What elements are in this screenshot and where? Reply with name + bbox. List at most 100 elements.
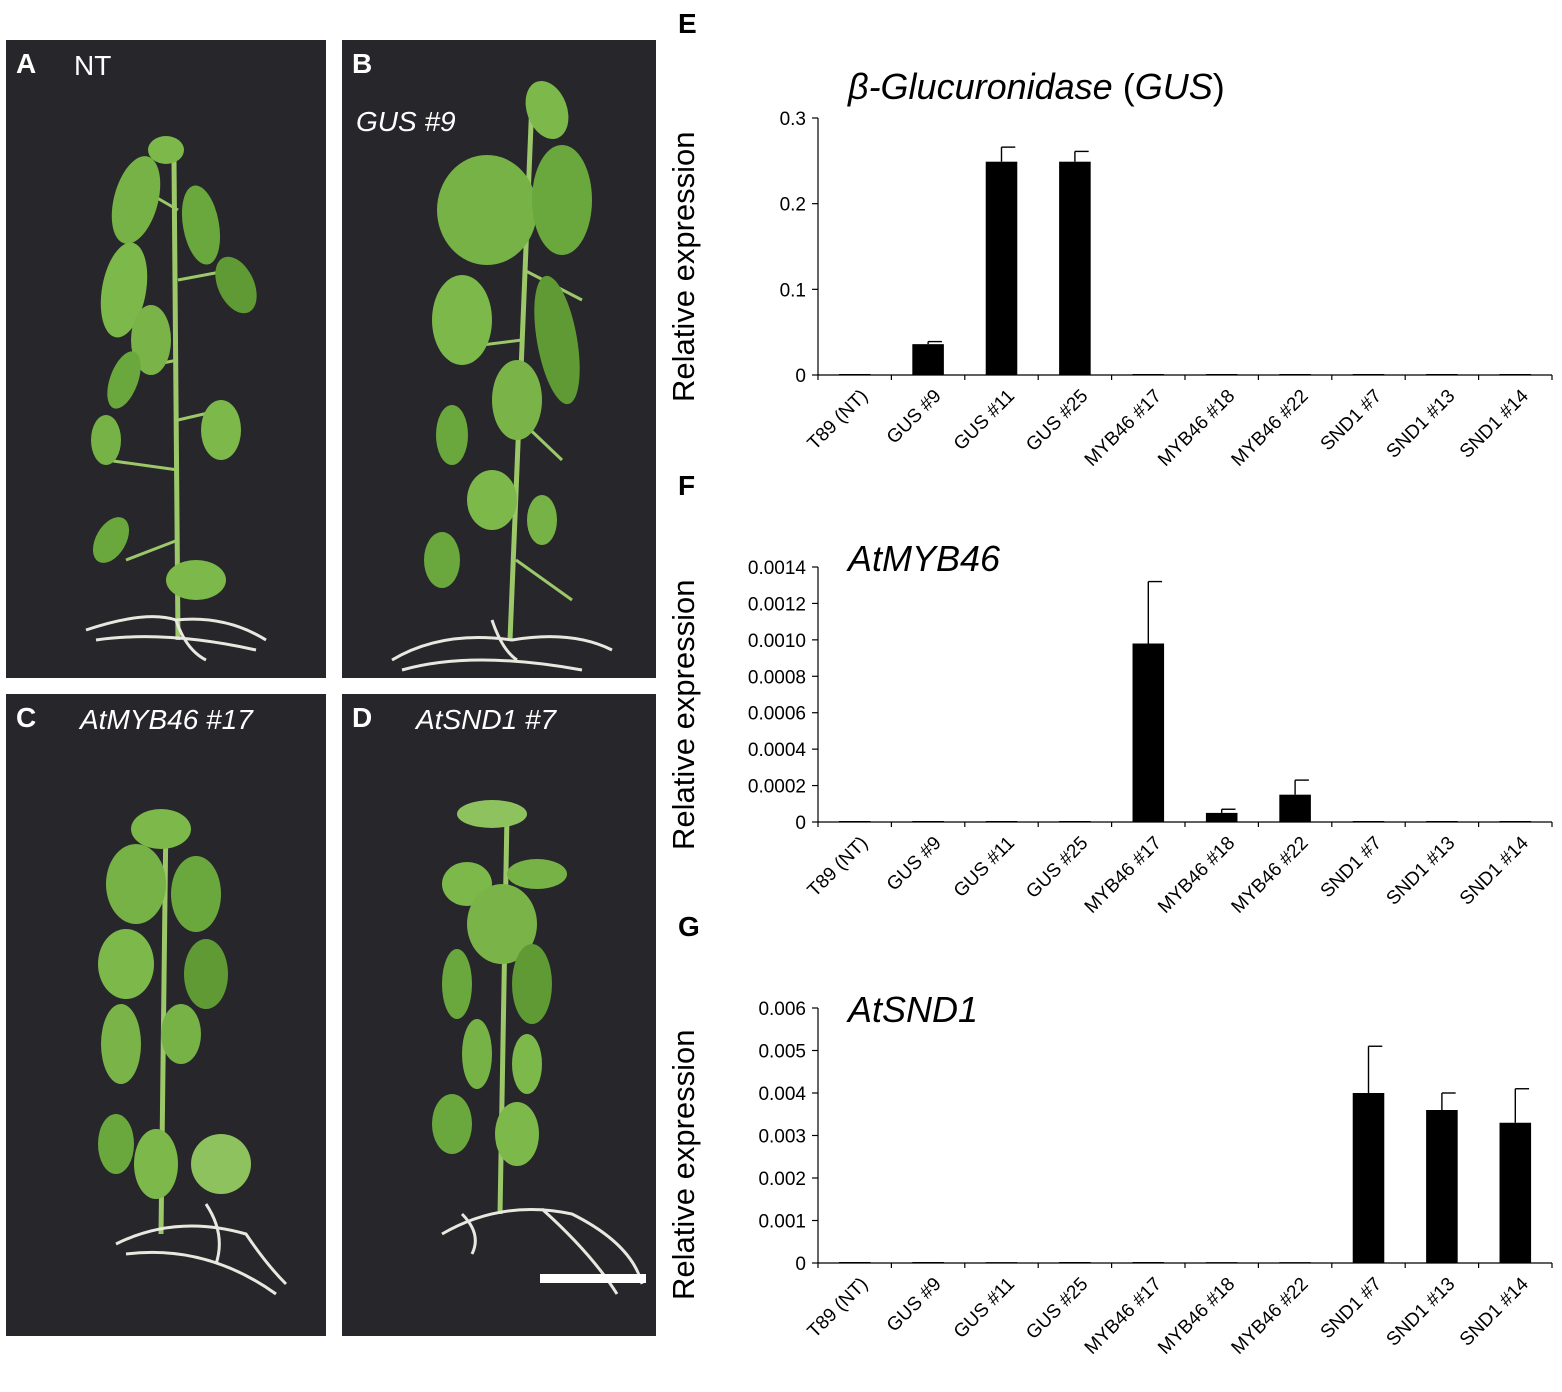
- chart-title: AtMYB46: [848, 538, 1001, 579]
- bar: [1426, 821, 1458, 822]
- chart-title: β-Glucuronidase (GUS): [848, 66, 1225, 108]
- panel-letter: C: [16, 702, 37, 733]
- photo-panel-a: A NT: [6, 40, 326, 678]
- bar: [838, 821, 871, 822]
- bar: [985, 821, 1018, 822]
- y-tick-label: 0.006: [758, 999, 806, 1020]
- chart-f: F AtMYB46 Relative expression 0 0.0002 0.0…: [660, 460, 1560, 918]
- panel-letter: D: [352, 702, 373, 733]
- y-tick-label: 0.0008: [748, 667, 806, 688]
- panel-label: AtSND1 #7: [416, 704, 557, 735]
- x-tick-label: GUS #25: [1022, 1274, 1092, 1344]
- x-tick-label: GUS #11: [950, 833, 1019, 902]
- bar: [1205, 374, 1238, 375]
- bar: [1059, 161, 1091, 375]
- x-tick-label: SND1 #13: [1383, 1274, 1460, 1351]
- plant-image-gus9: [391, 80, 613, 672]
- chart-title-paren-open: (: [1112, 66, 1135, 107]
- bar: [1132, 643, 1165, 822]
- bar: [1059, 821, 1091, 822]
- y-tick-label: 0: [795, 1254, 806, 1275]
- y-tick-label: 0: [795, 813, 806, 834]
- x-tick-label: MYB46 #17: [1081, 386, 1166, 471]
- x-tick-label: MYB46 #17: [1081, 1274, 1166, 1359]
- x-tick-label: T89 (NT): [804, 833, 873, 902]
- x-tick-label: GUS #11: [950, 386, 1019, 455]
- bar: [1499, 821, 1532, 822]
- x-tick-label: GUS #9: [883, 833, 946, 896]
- x-tick-label: GUS #25: [1022, 386, 1092, 456]
- y-tick-label: 0.005: [758, 1042, 806, 1063]
- x-tick-label: MYB46 #18: [1154, 386, 1239, 471]
- bar: [1279, 794, 1311, 822]
- photo-panel-b: B GUS #9: [342, 40, 656, 678]
- bar: [1426, 374, 1458, 375]
- y-tick-label: 0.1: [780, 280, 806, 301]
- y-tick-label: 0.0004: [748, 740, 807, 761]
- bar: [1426, 1110, 1458, 1263]
- chart-letter: E: [678, 8, 697, 39]
- panel-letter: B: [352, 48, 373, 79]
- panel-label: NT: [74, 50, 112, 81]
- chart-svg: 0 0.0002 0.0004 0.0006 0.0008 0.0010 0.0012 0.0…: [748, 558, 1553, 918]
- bar: [1352, 1093, 1385, 1263]
- plant-image-nt: [85, 136, 267, 662]
- x-tick-label: SND1 #14: [1456, 832, 1533, 909]
- y-tick-label: 0.004: [758, 1084, 806, 1105]
- bar: [838, 374, 871, 375]
- bar: [1205, 1262, 1238, 1263]
- panel-label: AtMYB46 #17: [80, 704, 253, 735]
- bar: [1279, 1262, 1311, 1263]
- scale-bar: [540, 1274, 646, 1283]
- x-tick-label: MYB46 #22: [1228, 386, 1313, 471]
- y-tick-label: 0.003: [758, 1127, 806, 1148]
- x-tick-label: MYB46 #18: [1154, 1274, 1239, 1359]
- plant-image-atmyb46-17: [98, 809, 288, 1296]
- x-tick-label: GUS #9: [883, 1274, 946, 1337]
- bar: [912, 1262, 944, 1263]
- bar: [912, 344, 944, 375]
- y-tick-label: 0.0006: [748, 704, 806, 725]
- photo-panel-c: C AtMYB46 #17: [6, 694, 326, 1336]
- y-tick-label: 0.0002: [748, 777, 806, 798]
- plant-image-atsnd1-7: [432, 800, 646, 1295]
- chart-title-paren-close: ): [1212, 66, 1225, 107]
- y-tick-label: 0.002: [758, 1169, 806, 1190]
- bar: [1352, 821, 1385, 822]
- x-tick-label: GUS #11: [950, 1274, 1019, 1343]
- bar: [1132, 374, 1165, 375]
- x-tick-label: SND1 #14: [1456, 385, 1533, 462]
- x-tick-label: T89 (NT): [804, 1274, 873, 1343]
- bar: [838, 1262, 871, 1263]
- y-tick-label: 0.001: [758, 1212, 806, 1233]
- bar: [1132, 1262, 1165, 1263]
- x-tick-label: SND1 #7: [1317, 833, 1386, 902]
- bar: [912, 821, 944, 822]
- panel-letter: A: [16, 48, 37, 79]
- x-tick-label: GUS #9: [883, 386, 946, 449]
- y-tick-label: 0.0010: [748, 631, 806, 652]
- bar: [1059, 1262, 1091, 1263]
- bar: [1499, 374, 1532, 375]
- x-tick-label: SND1 #7: [1317, 386, 1386, 455]
- y-tick-label: 0: [795, 366, 806, 387]
- chart-letter: F: [678, 470, 696, 501]
- bar: [1279, 374, 1311, 375]
- x-tick-label: SND1 #14: [1456, 1273, 1533, 1350]
- bar: [1499, 1122, 1532, 1263]
- x-tick-label: T89 (NT): [804, 386, 873, 455]
- x-tick-label: MYB46 #22: [1228, 1274, 1313, 1359]
- bar: [1352, 374, 1385, 375]
- x-tick-label: SND1 #13: [1383, 386, 1460, 463]
- y-tick-label: 0.3: [780, 109, 806, 130]
- y-tick-label: 0.0014: [748, 558, 807, 579]
- y-tick-label: 0.0012: [748, 594, 806, 615]
- chart-title-main: β-Glucuronidase: [848, 66, 1113, 107]
- chart-title-gene: GUS: [1134, 66, 1213, 107]
- x-tick-label: GUS #25: [1022, 833, 1092, 903]
- chart-g: G AtSND1 Relative expression 0 0.001 0.002…: [660, 905, 1560, 1392]
- bar: [985, 161, 1018, 375]
- chart-title: AtSND1: [848, 989, 979, 1030]
